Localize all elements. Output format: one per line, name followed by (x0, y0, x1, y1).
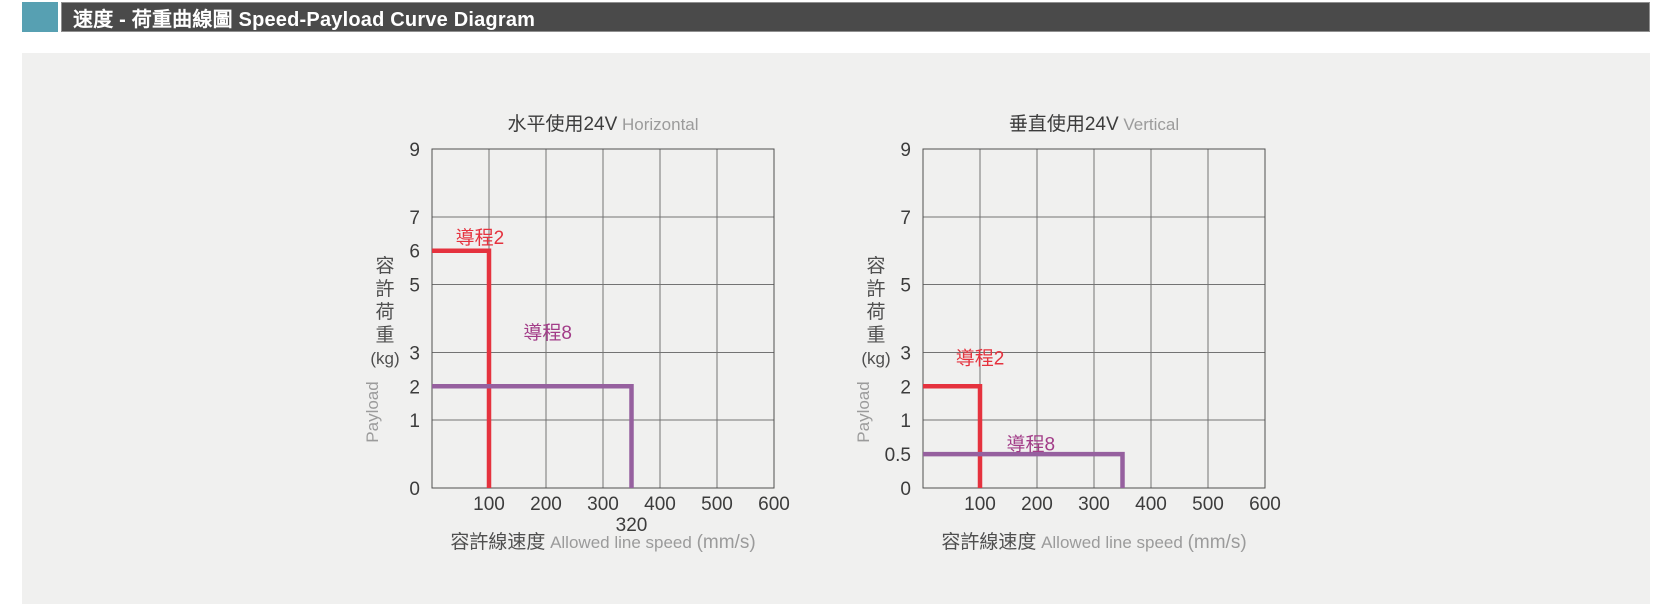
section-header: 速度 - 荷重曲線圖 Speed-Payload Curve Diagram (22, 2, 1650, 32)
x-axis-title-unit: (mm/s) (697, 532, 756, 553)
x-tick-label: 400 (1135, 494, 1167, 515)
y-tick-label: 0 (409, 479, 420, 500)
x-extra-label: 320 (616, 515, 648, 536)
x-tick-label: 200 (530, 494, 562, 515)
x-tick-label: 300 (1078, 494, 1110, 515)
y-tick-label: 6 (409, 242, 420, 263)
curve-label-lead2: 導程2 (956, 347, 1005, 369)
x-tick-label: 500 (701, 494, 733, 515)
plot-border (431, 148, 775, 489)
x-tick-label: 100 (473, 494, 505, 515)
horizontal-speed-payload-chart: 導程2 導程8 9 7 6 5 3 2 1 0 100 200 300 400 500 600 320 水平使用2… (357, 106, 819, 560)
y-tick-label: 1 (409, 411, 420, 432)
x-axis-title-unit: (mm/s) (1188, 532, 1247, 553)
x-axis-title-en: Allowed line speed (545, 533, 696, 552)
y-tick-label: 5 (900, 276, 911, 297)
y-tick-label: 5 (409, 276, 420, 297)
page-title: 速度 - 荷重曲線圖 Speed-Payload Curve Diagram (73, 8, 536, 31)
y-axis-title-unit: (kg) (370, 349, 399, 368)
curve-label-lead8: 導程8 (523, 322, 572, 344)
y-tick-label: 0.5 (885, 445, 911, 466)
y-axis-title-unit: (kg) (861, 349, 890, 368)
vertical-speed-payload-chart: 導程2 導程8 9 7 5 3 2 1 0.5 0 100 200 300 400 500 600 垂直使用24… (848, 106, 1310, 560)
header-accent-block (22, 2, 58, 32)
content-panel: 導程2 導程8 9 7 6 5 3 2 1 0 100 200 300 400 500 600 320 水平使用2… (22, 53, 1650, 604)
chart-title-en: Horizontal (617, 115, 698, 134)
chart-title: 垂直使用24V Vertical (1009, 113, 1179, 135)
x-axis-title: 容許線速度 Allowed line speed (mm/s) (941, 531, 1246, 553)
y-axis-title-zh-char: 重 (375, 324, 394, 346)
y-tick-label: 9 (900, 140, 911, 161)
curve-label-lead2: 導程2 (456, 227, 505, 249)
x-tick-label: 500 (1192, 494, 1224, 515)
chart-title-zh: 垂直使用24V (1009, 113, 1119, 135)
curve-label-lead8: 導程8 (1006, 433, 1055, 455)
y-tick-label: 2 (409, 377, 420, 398)
y-axis-title-en: Payload (854, 381, 873, 442)
y-axis-title-zh-char: 容 (375, 255, 394, 277)
chart-title-en: Vertical (1119, 115, 1179, 134)
section-header-bar: 速度 - 荷重曲線圖 Speed-Payload Curve Diagram (61, 2, 1650, 32)
y-axis-title-zh-char: 許 (866, 278, 885, 300)
y-tick-label: 3 (900, 343, 911, 364)
chart-svg: 導程2 導程8 9 7 5 3 2 1 0.5 0 100 200 300 400 500 600 垂直使用24… (854, 113, 1281, 553)
x-tick-label: 100 (964, 494, 996, 515)
y-tick-label: 2 (900, 377, 911, 398)
y-tick-label: 9 (409, 140, 420, 161)
x-tick-label: 600 (758, 494, 790, 515)
y-axis-title-zh-char: 荷 (866, 301, 885, 323)
x-tick-label: 600 (1249, 494, 1281, 515)
chart-title: 水平使用24V Horizontal (507, 113, 698, 135)
y-tick-label: 7 (900, 208, 911, 229)
x-tick-label: 200 (1021, 494, 1053, 515)
y-tick-label: 1 (900, 411, 911, 432)
x-axis-title-zh: 容許線速度 (450, 531, 545, 553)
x-tick-label: 400 (644, 494, 676, 515)
x-tick-label: 300 (587, 494, 619, 515)
chart-svg: 導程2 導程8 9 7 6 5 3 2 1 0 100 200 300 400 500 600 320 水平使用2… (363, 113, 790, 553)
x-axis-title-zh: 容許線速度 (941, 531, 1036, 553)
x-axis-title: 容許線速度 Allowed line speed (mm/s) (450, 531, 755, 553)
y-axis-title-zh-char: 重 (866, 324, 885, 346)
x-axis-title-en: Allowed line speed (1036, 533, 1187, 552)
curve-lead8 (923, 451, 1125, 488)
y-axis-title-zh-char: 許 (375, 278, 394, 300)
curve-lead2 (923, 384, 983, 488)
curve-lead8 (432, 384, 634, 488)
plot-border (922, 148, 1266, 489)
y-tick-label: 7 (409, 208, 420, 229)
chart-title-zh: 水平使用24V (507, 113, 617, 135)
y-tick-label: 3 (409, 343, 420, 364)
curve-lead2 (432, 248, 492, 488)
y-tick-label: 0 (900, 479, 911, 500)
y-axis-title-zh-char: 荷 (375, 301, 394, 323)
y-axis-title-zh-char: 容 (866, 255, 885, 277)
y-axis-title-en: Payload (363, 381, 382, 442)
